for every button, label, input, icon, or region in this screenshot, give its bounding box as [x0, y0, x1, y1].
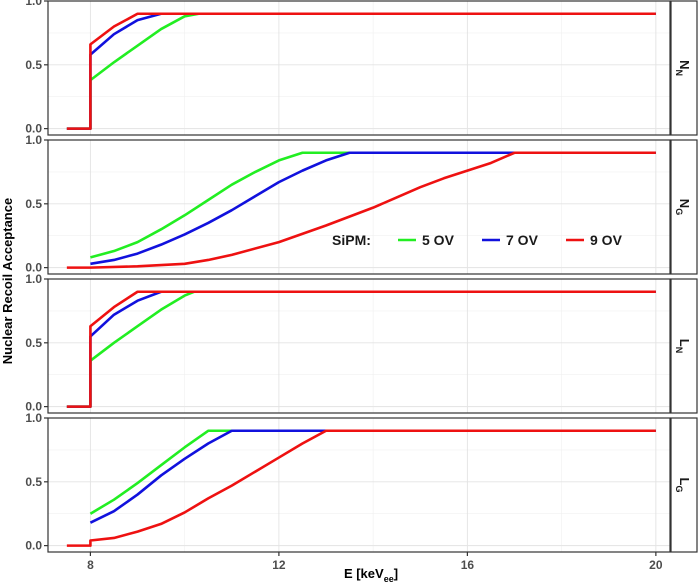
panel-border: [47, 0, 671, 136]
x-axis-title-close: ]: [394, 566, 398, 581]
y-tick-label: 0.5: [25, 475, 42, 489]
x-tick-label: 16: [461, 558, 475, 572]
y-tick-label: 1.0: [25, 0, 42, 8]
facet-strip-label-sub: N: [674, 347, 684, 354]
y-tick-label: 0.0: [25, 261, 42, 275]
y-tick-label: 0.5: [25, 336, 42, 350]
panel-background: [48, 140, 670, 274]
panel-4: 0.0 0.5 1.0 LG: [25, 411, 698, 553]
y-tick-label: 0.0: [25, 400, 42, 414]
panel-2: 0.0 0.5 1.0 NG: [25, 133, 698, 275]
x-tick-label: 20: [649, 558, 663, 572]
panel-1: 0.0 0.5 1.0 NN: [25, 0, 698, 136]
x-axis-title-main: E [keV: [344, 566, 384, 581]
panel-3: 0.0 0.5 1.0 LN: [25, 272, 698, 414]
y-tick-label: 0.5: [25, 58, 42, 72]
facet-strip-label-main: L: [677, 478, 692, 486]
facet-strip-label: LG: [674, 478, 692, 493]
y-tick-label: 0.0: [25, 539, 42, 553]
y-tick-label: 0.5: [25, 197, 42, 211]
facet-strip: [670, 417, 698, 553]
facet-strip-label-main: N: [677, 199, 692, 208]
legend-label: 7 OV: [506, 232, 539, 248]
legend-title: SiPM:: [332, 232, 371, 248]
panels: 0.00.51.0NN0.00.51.0NG0.00.51.0LN0.00.51…: [25, 0, 698, 553]
y-axis-title: Nuclear Recoil Acceptance: [0, 198, 15, 364]
x-tick-label: 12: [272, 558, 286, 572]
series-line-9-ov: [66, 429, 656, 547]
legend-label: 9 OV: [590, 232, 623, 248]
panel-border: [47, 139, 671, 275]
y-tick-label: 0.0: [25, 122, 42, 136]
series-line-7-ov: [89, 429, 656, 524]
facet-strip-label: LN: [674, 339, 692, 353]
series-line-9-ov: [66, 151, 656, 269]
facet-strip: [670, 139, 698, 275]
facet-strip-label: NG: [674, 199, 692, 215]
facet-strip-label-sub: N: [674, 69, 684, 76]
x-axis: 8 12 16 20: [87, 552, 663, 572]
facet-strip-label-sub: G: [674, 208, 684, 215]
series-line-5-ov: [89, 429, 656, 515]
panel-border: [47, 417, 671, 553]
x-axis-title: E [keVee]: [344, 566, 398, 584]
legend: SiPM: 5 OV 7 OV 9 OV: [332, 232, 623, 248]
y-tick-label: 1.0: [25, 272, 42, 286]
y-tick-label: 1.0: [25, 133, 42, 147]
panel-background: [48, 1, 670, 135]
facet-strip: [670, 278, 698, 414]
series-line-5-ov: [90, 151, 656, 259]
series-line-9-ov: [66, 290, 656, 408]
facet-strip-label-main: N: [677, 60, 692, 69]
legend-label: 5 OV: [422, 232, 455, 248]
facet-strip-label: NN: [674, 60, 692, 76]
facet-strip-label-main: L: [677, 339, 692, 347]
panel-background: [48, 418, 670, 552]
x-axis-title-sub: ee: [384, 574, 394, 584]
panel-border: [47, 278, 671, 414]
facet-strip: [670, 0, 698, 136]
series-line-7-ov: [90, 151, 656, 266]
panel-background: [48, 279, 670, 413]
y-tick-label: 1.0: [25, 411, 42, 425]
series-line-9-ov: [66, 12, 656, 130]
x-tick-label: 8: [87, 558, 94, 572]
facet-strip-label-sub: G: [674, 485, 684, 492]
